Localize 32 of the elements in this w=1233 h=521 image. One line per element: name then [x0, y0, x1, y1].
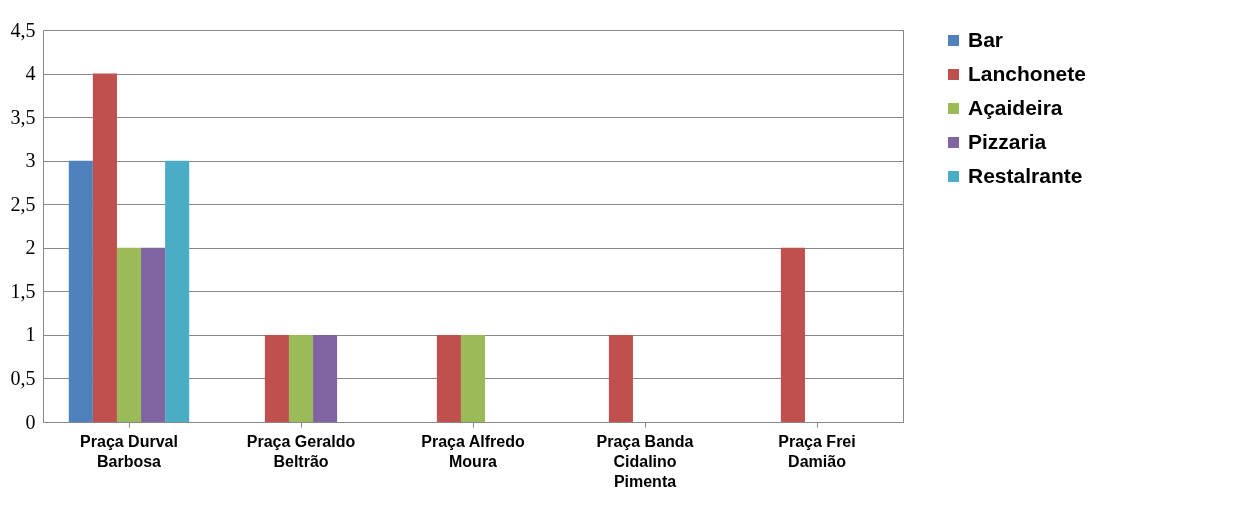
bar	[608, 334, 633, 422]
x-tick-label: Praça Alfredo Moura	[421, 432, 525, 470]
bar	[436, 334, 461, 422]
bar	[92, 73, 117, 422]
x-tick-label: Praça Frei Damião	[778, 432, 856, 470]
x-tick-label: Praça Banda Cidalino Pimenta	[596, 432, 694, 490]
y-tick-label: 2,5	[10, 192, 36, 215]
y-tick-label: 0,5	[10, 366, 36, 389]
bar	[141, 247, 166, 422]
y-tick-label: 0	[25, 410, 36, 433]
y-tick-label: 3,5	[10, 105, 36, 128]
y-tick-label: 1	[25, 323, 36, 346]
bar	[264, 334, 289, 422]
bar	[68, 160, 93, 422]
bar	[780, 247, 805, 422]
y-tick-label: 3	[25, 149, 36, 172]
x-tick-label: Praça Geraldo Beltrão	[246, 432, 356, 470]
legend-label: Restalrante	[968, 163, 1083, 187]
legend-label: Pizzaria	[968, 129, 1047, 153]
legend-label: Açaideira	[968, 95, 1063, 119]
y-tick-label: 4,5	[10, 18, 36, 41]
bar	[165, 160, 190, 422]
legend-label: Lanchonete	[968, 61, 1086, 85]
bar	[288, 334, 314, 422]
y-tick-label: 1,5	[10, 279, 36, 302]
bar	[313, 334, 338, 422]
legend-label: Bar	[968, 27, 1004, 51]
bar	[116, 247, 142, 422]
y-tick-label: 2	[25, 236, 36, 259]
x-tick-label: Praça Durval Barbosa	[80, 432, 178, 470]
y-tick-label: 4	[25, 62, 36, 85]
bar	[460, 334, 486, 422]
